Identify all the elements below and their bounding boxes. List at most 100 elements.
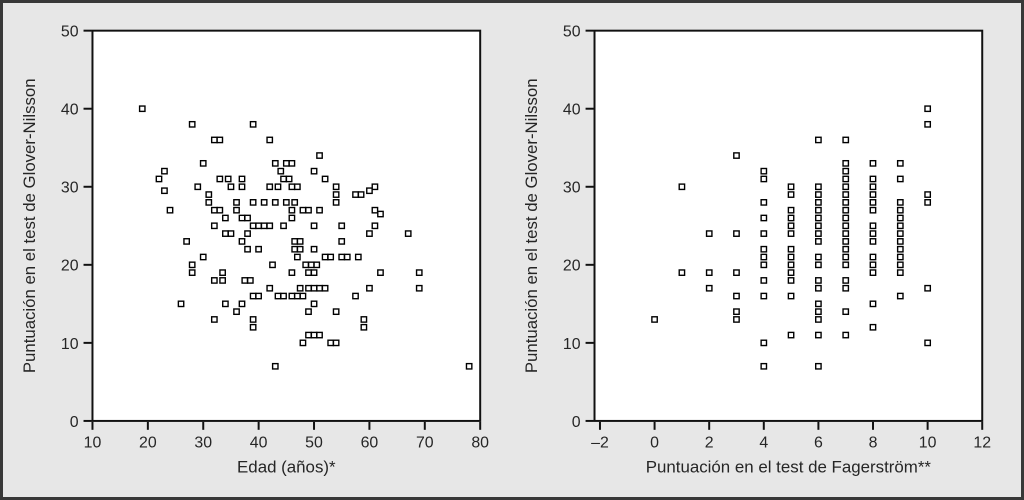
data-point [651, 316, 658, 323]
data-point [227, 183, 235, 191]
data-point [842, 261, 850, 269]
data-point [316, 152, 323, 159]
data-point [733, 308, 740, 316]
data-point [924, 105, 932, 113]
data-point [815, 284, 822, 292]
data-point [255, 245, 262, 253]
data-point [321, 284, 329, 292]
data-point [896, 206, 904, 214]
data-point [199, 159, 207, 167]
data-point [815, 183, 822, 191]
data-point [219, 277, 226, 284]
data-point [222, 230, 229, 237]
data-point [705, 230, 713, 237]
data-point [222, 300, 229, 308]
data-point [313, 261, 321, 269]
data-point [678, 183, 686, 191]
data-point [219, 269, 226, 276]
x-tick-label: 12 [973, 435, 991, 452]
data-point [291, 238, 299, 245]
data-point [869, 191, 877, 198]
data-point [305, 206, 312, 214]
data-point [269, 261, 276, 269]
data-point [869, 253, 877, 261]
data-point [166, 206, 174, 214]
data-point [815, 331, 822, 339]
data-point [238, 238, 246, 245]
data-point [321, 253, 329, 261]
data-point [842, 214, 850, 222]
data-point [188, 261, 196, 269]
data-point [260, 222, 268, 230]
data-point [299, 339, 307, 347]
y-tick-label: 40 [563, 102, 581, 119]
data-point [760, 292, 768, 300]
data-point [296, 245, 304, 253]
data-point [869, 300, 877, 308]
data-point [787, 183, 795, 191]
data-point [194, 183, 202, 191]
x-tick-label: 60 [361, 435, 379, 452]
data-point [924, 191, 932, 198]
data-point [305, 308, 312, 316]
data-point [869, 159, 877, 167]
data-point [896, 214, 904, 222]
data-point [705, 284, 713, 292]
data-point [842, 159, 850, 167]
data-point [188, 120, 196, 128]
x-tick-label: 0 [650, 435, 659, 452]
data-point [271, 159, 279, 167]
data-point [678, 269, 686, 276]
data-point [299, 206, 307, 214]
data-point [266, 136, 274, 144]
data-point [842, 191, 850, 198]
data-point [366, 284, 373, 292]
data-point [869, 323, 877, 331]
x-tick-label: 80 [471, 435, 489, 452]
data-point [760, 261, 768, 269]
data-point [288, 206, 296, 214]
data-point [227, 230, 235, 237]
x-axis-label: Edad (años)* [237, 457, 336, 476]
data-point [280, 222, 287, 230]
data-point [842, 284, 850, 292]
data-point [216, 206, 224, 214]
data-point [760, 214, 768, 222]
data-point [288, 292, 296, 300]
data-point [787, 253, 795, 261]
data-point [305, 269, 312, 276]
data-point [733, 152, 740, 159]
data-point [869, 183, 877, 191]
data-point [760, 253, 768, 261]
data-point [288, 214, 296, 222]
data-point [210, 206, 218, 214]
y-tick-label: 50 [563, 24, 581, 41]
data-point [787, 214, 795, 222]
data-point [244, 230, 251, 237]
data-point [266, 183, 274, 191]
data-point [869, 261, 877, 269]
x-tick-label: 30 [194, 435, 212, 452]
data-point [869, 230, 877, 237]
data-point [233, 308, 240, 316]
data-point [338, 238, 346, 245]
data-point [291, 245, 299, 253]
data-point [371, 183, 379, 191]
data-point [352, 292, 359, 300]
data-point [316, 284, 323, 292]
data-point [352, 191, 359, 198]
data-point [332, 183, 340, 191]
data-point [343, 253, 351, 261]
data-point [896, 222, 904, 230]
data-point [924, 339, 932, 347]
data-point [869, 269, 877, 276]
data-point [205, 199, 213, 206]
data-point [760, 167, 768, 175]
data-point [210, 136, 218, 144]
data-point [246, 277, 254, 284]
scatter-panel-0: 10 20 30 40 50 60 70 80 0 10 20 30 40 50 Edad (años)* P… [20, 24, 489, 477]
data-point [266, 222, 274, 230]
x-tick-label: 20 [139, 435, 157, 452]
y-tick-label: 30 [61, 180, 79, 197]
